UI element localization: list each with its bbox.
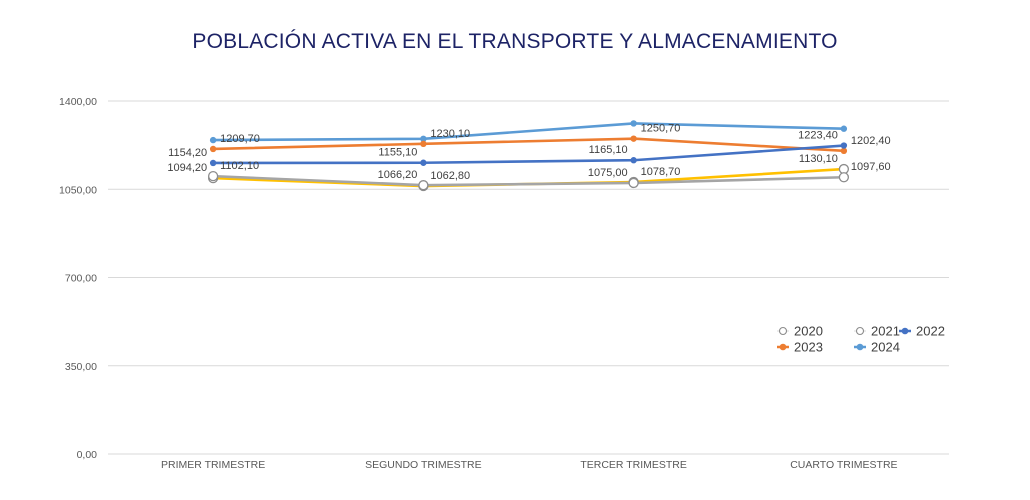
data-point-2022 [420, 159, 427, 166]
data-label-2021: 1062,80 [430, 170, 470, 182]
data-label-2020: 1075,00 [588, 167, 628, 179]
legend-item-2021: 2021 [854, 324, 900, 339]
legend-marker-icon [856, 343, 864, 351]
data-point-2020 [838, 172, 850, 183]
x-category-label: TERCER TRIMESTRE [580, 459, 687, 471]
data-label-2021: 1078,70 [641, 166, 681, 178]
legend-item-2024: 2024 [854, 340, 900, 355]
data-label-2021: 1130,10 [799, 153, 838, 165]
legend-marker-icon [779, 343, 787, 351]
x-category-label: SEGUNDO TRIMESTRE [365, 459, 481, 471]
x-category-label: CUARTO TRIMESTRE [790, 459, 897, 471]
legend-item-2023: 2023 [777, 340, 823, 355]
series-line-2020 [211, 174, 846, 187]
legend-marker-icon [778, 326, 788, 336]
data-point-2024 [840, 125, 848, 132]
data-point-2023 [630, 135, 637, 142]
legend-marker-icon [901, 327, 909, 335]
legend: 2020 2021 2022 2023 2024 [777, 324, 945, 355]
series-line-2024 [211, 122, 846, 142]
data-point-2023 [209, 145, 217, 153]
data-label-2022: 1154,20 [168, 147, 207, 159]
legend-label: 2021 [871, 324, 900, 339]
chart-title: POBLACIÓN ACTIVA EN EL TRANSPORTE Y ALMA… [192, 30, 838, 53]
legend-label: 2024 [871, 340, 900, 355]
data-label-2022: 1165,10 [589, 144, 628, 156]
data-point-2022 [840, 142, 848, 149]
legend-item-2020: 2020 [777, 324, 823, 339]
gridlines [108, 100, 949, 455]
y-tick-label: 350,00 [65, 361, 97, 373]
legend-marker-icon [855, 326, 865, 336]
data-point-2023 [840, 147, 848, 155]
y-tick-label: 0,00 [77, 449, 98, 461]
x-axis-categories: PRIMER TRIMESTRE SEGUNDO TRIMESTRE TERCER … [161, 459, 898, 471]
series-markers [207, 120, 850, 192]
data-point-2020 [418, 180, 429, 191]
data-label-2022: 1155,10 [378, 147, 417, 159]
x-category-label: PRIMER TRIMESTRE [161, 459, 265, 471]
data-label-2023: 1202,40 [851, 135, 891, 147]
series-line-2022 [211, 144, 846, 165]
data-point-2022 [209, 159, 217, 167]
series-lines [211, 122, 846, 188]
data-label-2020: 1097,60 [851, 161, 891, 173]
legend-label: 2020 [794, 324, 823, 339]
data-label-2023: 1250,70 [641, 123, 681, 135]
data-label-2023: 1209,70 [220, 133, 260, 145]
data-label-2022: 1223,40 [798, 130, 838, 142]
y-tick-label: 700,00 [65, 273, 97, 285]
legend-label: 2023 [794, 340, 823, 355]
data-point-2024 [420, 135, 427, 143]
data-point-2020 [628, 177, 639, 189]
data-label-2020: 1066,20 [378, 169, 418, 181]
data-point-2020 [207, 170, 219, 182]
data-point-2023 [420, 140, 427, 148]
data-label-2021: 1094,20 [167, 162, 207, 174]
data-label-2020: 1102,10 [220, 160, 259, 172]
legend-label: 2022 [916, 324, 945, 339]
data-point-2024 [630, 120, 637, 127]
data-point-2022 [630, 157, 637, 164]
y-tick-label: 1050,00 [59, 184, 97, 196]
series-line-2023 [211, 137, 846, 153]
y-tick-label: 1400,00 [59, 96, 97, 108]
data-point-2024 [209, 136, 217, 144]
data-labels: 1102,10 1066,20 1075,00 1097,60 1094,20 1062,… [167, 123, 890, 182]
legend-item-2022: 2022 [899, 324, 945, 339]
y-axis-ticks: 0,00 350,00 700,00 1050,00 1400,00 [59, 96, 97, 461]
data-label-2023: 1230,10 [430, 128, 470, 140]
